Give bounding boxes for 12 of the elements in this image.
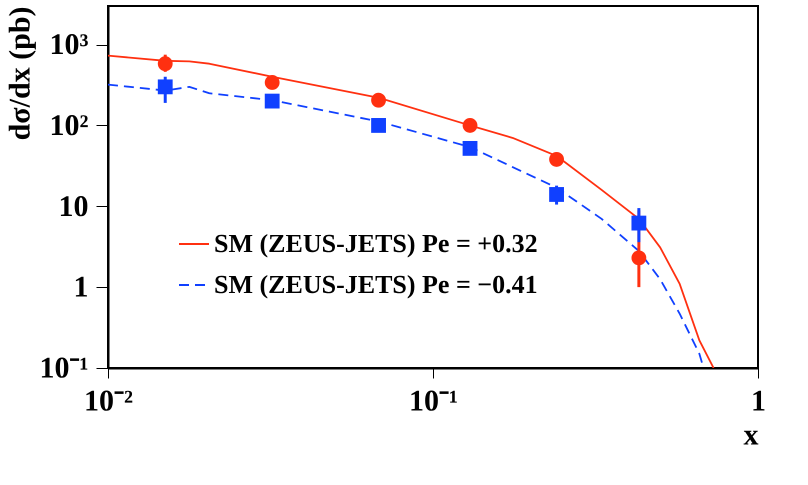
- x-tick-label: 1: [751, 384, 766, 418]
- y-tick-label: 10²: [50, 108, 88, 142]
- x-tick-label: 10⁻²: [84, 384, 133, 418]
- x-tick-label: 10⁻¹: [409, 384, 458, 418]
- legend-label: SM (ZEUS-JETS) Pe = +0.32: [214, 229, 538, 258]
- y-tick-label: 10: [58, 190, 88, 223]
- y-axis-title: dσ/dx (pb): [4, 6, 37, 140]
- y-tick-label: 10³: [50, 28, 88, 62]
- y-tick-label: 10⁻¹: [40, 352, 88, 384]
- y-tick-label: 1: [74, 270, 88, 304]
- legend-label: SM (ZEUS-JETS) Pe = −0.41: [214, 270, 538, 299]
- x-axis-title: x: [744, 418, 758, 452]
